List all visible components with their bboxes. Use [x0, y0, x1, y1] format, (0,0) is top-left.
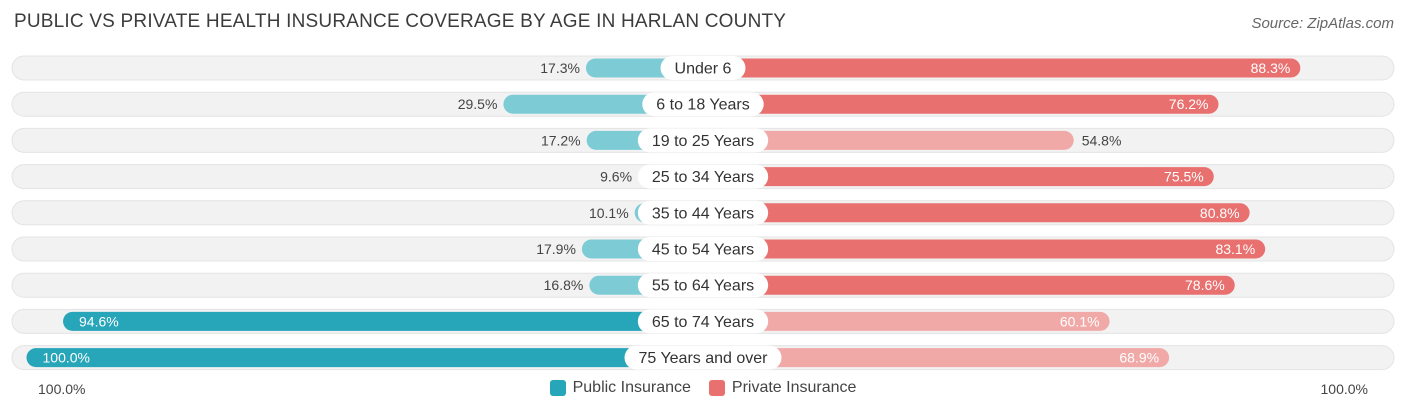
category-pill — [637, 273, 769, 298]
chart-title: PUBLIC VS PRIVATE HEALTH INSURANCE COVER… — [14, 11, 787, 32]
legend-label-public: Public Insurance — [572, 379, 691, 396]
value-label-private: 75.5% — [1164, 169, 1204, 185]
bar-private — [703, 94, 1219, 114]
value-label-private: 83.1% — [1215, 241, 1255, 257]
axis-right-label: 100.0% — [1320, 381, 1368, 397]
legend-item-public[interactable]: Public Insurance — [549, 379, 691, 397]
value-label-public: 17.9% — [536, 241, 576, 257]
value-label-public: 9.6% — [600, 169, 632, 185]
category-pill — [637, 237, 769, 261]
category-label: 6 to 18 Years — [656, 97, 749, 114]
chart-source: Source: ZipAtlas.com — [1251, 15, 1394, 32]
bar-private — [703, 203, 1250, 223]
category-pill — [637, 309, 769, 334]
value-label-private: 68.9% — [1119, 350, 1159, 366]
category-label: 35 to 44 Years — [652, 205, 754, 222]
value-label-private: 54.8% — [1082, 132, 1122, 148]
value-label-private: 80.8% — [1200, 205, 1240, 221]
value-label-public: 17.2% — [541, 132, 581, 148]
category-pill — [637, 164, 769, 189]
value-label-public: 100.0% — [43, 350, 90, 366]
value-label-private: 78.6% — [1185, 277, 1225, 293]
value-label-private: 60.1% — [1060, 313, 1100, 329]
category-label: 25 to 34 Years — [652, 169, 754, 186]
legend: Public Insurance Private Insurance — [0, 379, 1406, 397]
category-pill — [637, 128, 769, 153]
bar-private — [703, 58, 1301, 78]
category-pill — [660, 56, 746, 80]
bar-private — [703, 167, 1214, 187]
category-label: 55 to 64 Years — [652, 278, 754, 295]
bar-private — [703, 130, 1074, 150]
category-label: 75 Years and over — [639, 350, 769, 367]
legend-item-private[interactable]: Private Insurance — [708, 379, 857, 397]
bar-private — [703, 311, 1110, 331]
legend-swatch-private — [708, 380, 725, 396]
value-label-private: 76.2% — [1169, 96, 1209, 112]
category-pill — [637, 200, 769, 225]
bar-private — [703, 275, 1235, 295]
legend-swatch-public — [549, 380, 566, 396]
value-label-public: 29.5% — [458, 96, 498, 112]
category-pill — [642, 92, 764, 117]
value-label-private: 88.3% — [1251, 60, 1291, 76]
category-label: 19 to 25 Years — [652, 133, 754, 150]
category-label: 65 to 74 Years — [652, 314, 754, 331]
value-label-public: 94.6% — [79, 313, 119, 329]
bar-private — [703, 348, 1170, 368]
category-label: 45 to 54 Years — [652, 242, 754, 259]
category-pill — [624, 345, 782, 370]
bar-public — [63, 311, 703, 331]
value-label-public: 17.3% — [540, 60, 580, 76]
value-label-public: 10.1% — [589, 205, 629, 221]
bar-public — [26, 348, 703, 368]
value-label-public: 16.8% — [544, 277, 584, 293]
legend-label-private: Private Insurance — [731, 379, 857, 396]
category-label: Under 6 — [675, 61, 732, 78]
axis-left-label: 100.0% — [38, 381, 86, 397]
bar-private — [703, 239, 1266, 259]
